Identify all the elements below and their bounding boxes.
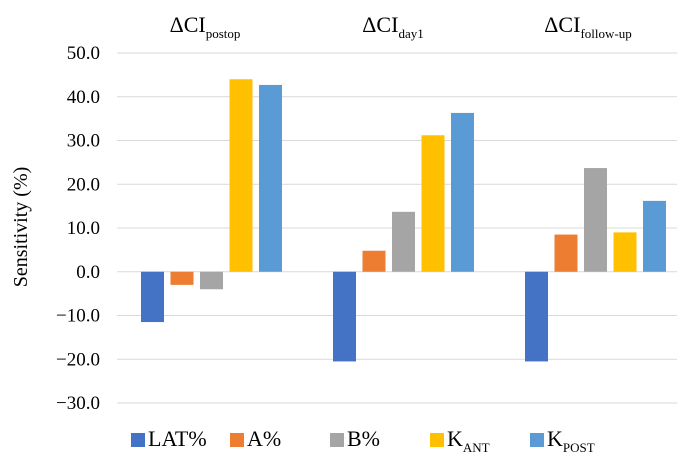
bar-lat-: [141, 271, 164, 323]
bar-k-ant: [613, 232, 637, 272]
legend-swatch: [131, 433, 145, 447]
bar-a-: [170, 271, 194, 285]
legend-label: A%: [247, 426, 281, 451]
bar-k-post: [259, 84, 282, 272]
bar-k-ant: [229, 79, 253, 272]
legend-swatch: [430, 433, 444, 447]
bar-k-post: [643, 200, 666, 272]
bar-k-post: [451, 112, 474, 272]
category-label: ΔCIpostop: [170, 12, 241, 41]
y-tick-label: 20.0: [67, 174, 100, 195]
y-tick-label: 0.0: [76, 262, 100, 283]
y-axis-label: Sensitivity (%): [10, 167, 32, 288]
legend-label: B%: [347, 426, 380, 451]
legend-label: KPOST: [547, 426, 595, 455]
category-label: ΔCIday1: [362, 12, 423, 41]
bars: [141, 79, 666, 362]
bar-lat-: [333, 271, 356, 362]
legend-label: LAT%: [148, 426, 207, 451]
legend-swatch: [330, 433, 344, 447]
legend-label: KANT: [447, 426, 490, 455]
bar-a-: [554, 234, 578, 272]
legend: LAT% A% B% KANT KPOST: [131, 426, 595, 455]
legend-swatch: [230, 433, 244, 447]
bar-lat-: [525, 271, 548, 362]
y-tick-label: −30.0: [56, 393, 100, 414]
bar-b-: [200, 271, 223, 290]
y-tick-label: 40.0: [67, 87, 100, 108]
y-tick-label: 50.0: [67, 43, 100, 64]
y-tick-label: −20.0: [56, 349, 100, 370]
y-tick-label: 10.0: [67, 218, 100, 239]
bar-a-: [362, 250, 386, 272]
bar-k-ant: [421, 135, 445, 272]
category-label: ΔCIfollow-up: [544, 12, 631, 41]
legend-swatch: [530, 433, 544, 447]
y-tick-label: −10.0: [56, 306, 100, 327]
y-tick-label: 30.0: [67, 131, 100, 152]
y-axis-ticks: 50.0 40.0 30.0 20.0 10.0 0.0 −10.0 −20.0 −30.0: [56, 43, 100, 414]
bar-b-: [584, 168, 607, 272]
bar-b-: [392, 211, 415, 272]
category-labels: ΔCIpostop ΔCIday1 ΔCIfollow-up: [170, 12, 632, 41]
